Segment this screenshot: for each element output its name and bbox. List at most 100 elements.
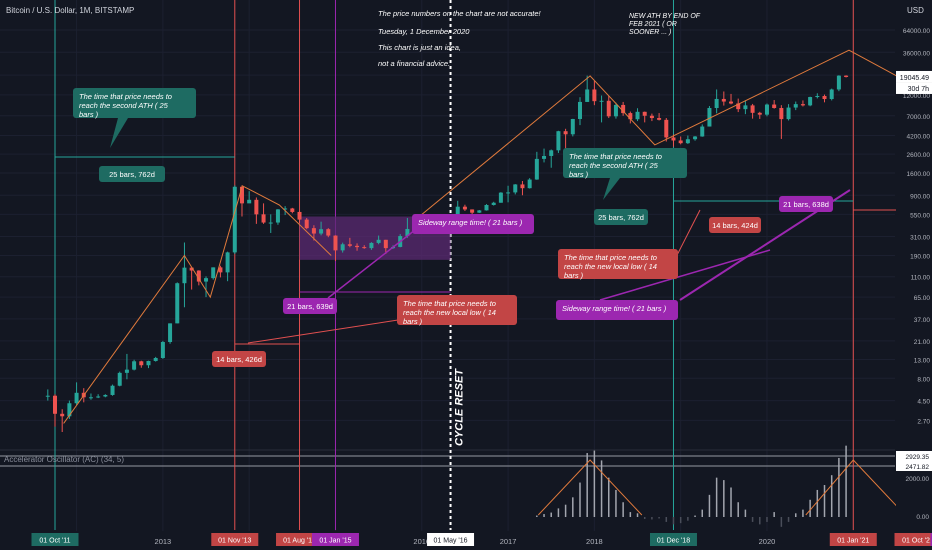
price-tick-label: 8.00 <box>917 376 930 383</box>
candle-body <box>232 186 237 253</box>
price-tick-label: 36000.00 <box>903 50 930 57</box>
time-marker-label: 01 Oct '11 <box>39 538 70 545</box>
indicator-title: Accelerator Oscillator (AC) (34, 5) <box>4 455 124 464</box>
price-tick-label: 64000.00 <box>903 28 930 35</box>
current-price-label: 19045.49 <box>900 75 929 82</box>
candle-body <box>333 235 338 251</box>
candle-body <box>311 228 316 234</box>
callout-red-bg <box>397 295 517 325</box>
callout-red-line: reach the new local low ( 14 <box>403 308 496 317</box>
candle-body <box>664 119 669 138</box>
callout-teal: The time that price needs to reach the se… <box>79 92 172 119</box>
callout-tail <box>603 178 620 200</box>
candle-body <box>290 208 295 212</box>
price-tick-label: 900.00 <box>910 193 930 200</box>
candle-body <box>484 204 489 211</box>
cycle-reset-label: CYCLE RESET <box>454 368 466 446</box>
indicator-tick-label: 2000.00 <box>906 476 930 483</box>
callout-purple-line: Sideway range time! ( 21 bars ) <box>418 218 523 227</box>
candle-body <box>621 104 626 114</box>
price-tick-label: 13.00 <box>914 357 931 364</box>
candle-body <box>53 395 57 414</box>
candle-body <box>585 89 590 102</box>
candle-body <box>146 360 151 366</box>
callout-teal: The time that price needs to reach the se… <box>569 152 662 179</box>
indicator-tick-bg <box>896 461 932 471</box>
ath-note-line: FEB 2021 ( OR <box>629 21 677 28</box>
candle-body <box>685 139 690 144</box>
candle-body <box>707 108 712 127</box>
candle-body <box>204 278 209 282</box>
price-tick-label: 12000.00 <box>903 93 930 100</box>
candle-body <box>657 118 662 120</box>
candle-body <box>714 98 719 109</box>
price-tick-label: 2600.00 <box>907 152 931 159</box>
callout-teal-line: reach the second ATH ( 25 <box>569 161 659 170</box>
candle-body <box>153 358 158 361</box>
measure-label-line: 21 bars, 638d <box>783 200 829 209</box>
candle-body <box>211 267 216 279</box>
callout-red-line: reach the new local low ( 14 <box>564 262 657 271</box>
candle-body <box>592 89 597 102</box>
time-marker-bg <box>211 533 259 546</box>
candle-body <box>736 103 741 110</box>
candle-body <box>117 372 122 386</box>
candle-body <box>326 229 331 236</box>
measure-label-line: 25 bars, 762d <box>598 213 644 222</box>
candle-body <box>383 239 388 249</box>
candle-body <box>606 100 611 117</box>
measure-label-bg <box>709 217 761 233</box>
candle-body <box>60 413 65 417</box>
candle-body <box>729 101 734 104</box>
callout-purple-bg <box>556 300 678 320</box>
candle-body <box>772 104 777 109</box>
price-tick-label: 65.00 <box>914 295 931 302</box>
candle-body <box>168 323 173 343</box>
note-line-1: The price numbers on the chart are not a… <box>378 9 542 18</box>
candle-body <box>182 267 187 284</box>
callout-teal-line: The time that price needs to <box>569 152 662 161</box>
candle-body <box>779 108 784 120</box>
callout-red-bg <box>558 249 678 279</box>
countdown-bg <box>896 82 932 94</box>
candle-body <box>808 97 813 106</box>
measure-label-line: 25 bars, 762d <box>109 170 155 179</box>
candle-body <box>369 242 374 249</box>
price-tick-label: 2.70 <box>917 418 930 425</box>
projection-path <box>417 49 921 219</box>
indicator-tick-label: 0.00 <box>916 514 929 521</box>
callout-teal-bg <box>563 148 687 178</box>
candle-body <box>247 199 252 204</box>
callout-teal-bg <box>73 88 196 118</box>
time-marker-label: 01 Nov '13 <box>218 538 251 545</box>
price-tick-label: 4.50 <box>917 399 930 406</box>
annotation-shapes <box>55 49 932 516</box>
callout-teal-line: bars ) <box>569 170 589 179</box>
candle-body <box>275 209 280 223</box>
candle-body <box>103 394 108 397</box>
candle-body <box>297 211 302 220</box>
candle-body <box>743 105 748 110</box>
price-tick-label: 550.00 <box>910 212 930 219</box>
callout-tail <box>110 118 128 148</box>
candle-body <box>750 105 755 113</box>
candle-body <box>477 210 482 213</box>
candle-body <box>527 179 532 189</box>
indicator-tick-bg <box>896 451 932 461</box>
candle-body <box>175 283 180 324</box>
measure-label: 21 bars, 639d <box>287 302 333 311</box>
candle-body <box>506 192 511 194</box>
callout-red-line: bars ) <box>403 317 423 326</box>
candle-body <box>96 396 101 398</box>
callout-red-line: The time that price needs to <box>564 253 657 262</box>
measure-label: 21 bars, 638d <box>783 200 829 209</box>
candle-body <box>254 199 259 215</box>
candle-body <box>829 89 834 100</box>
callout-purple-bg <box>412 214 534 234</box>
candle-body <box>455 206 460 216</box>
candle-body <box>74 392 79 404</box>
price-tick-label: 4200.00 <box>907 134 931 141</box>
